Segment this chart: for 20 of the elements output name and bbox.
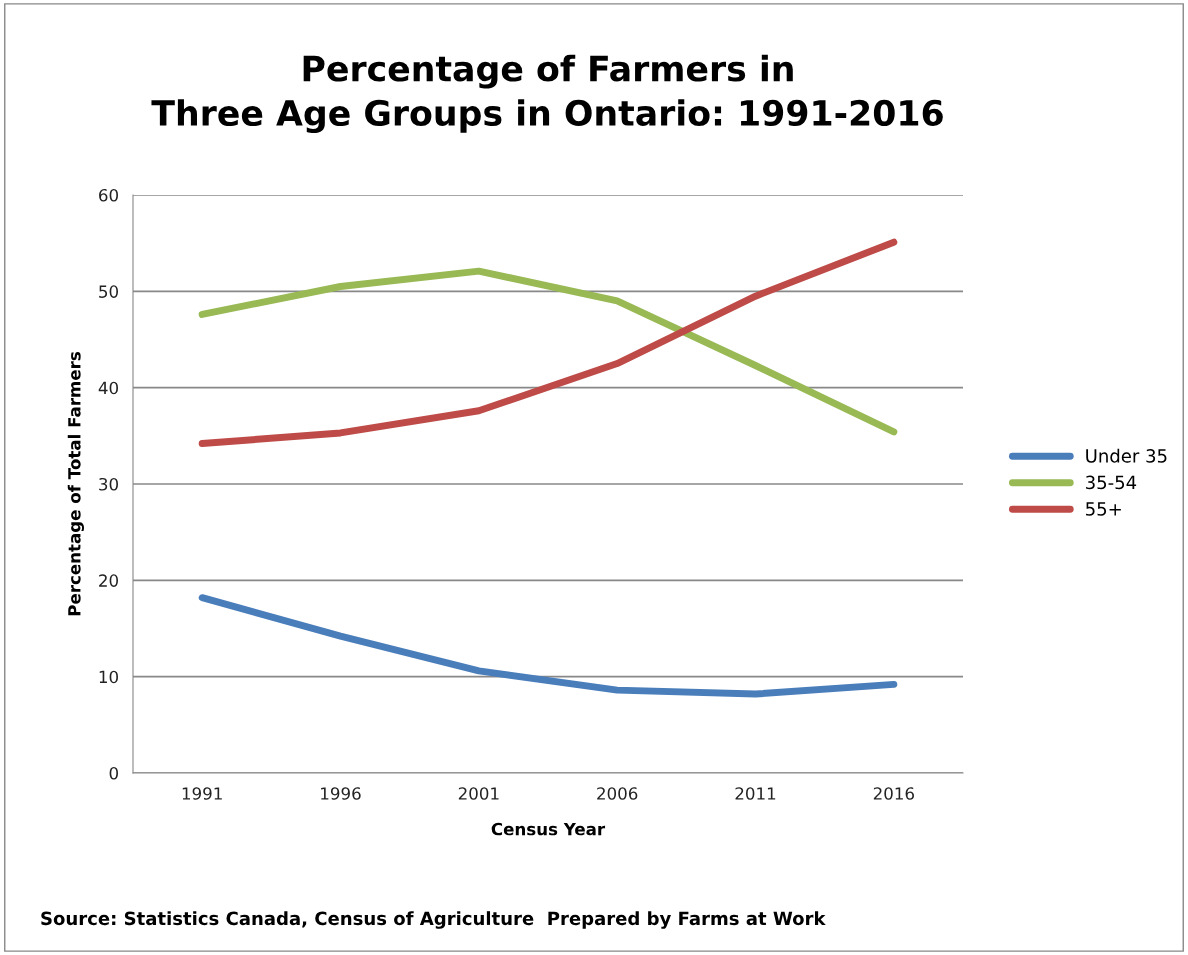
y-tick-label: 0 <box>109 766 118 780</box>
x-tick-label: 2016 <box>873 787 914 800</box>
y-tick-label: 50 <box>99 285 118 298</box>
legend-label: Under 35 <box>1086 448 1167 463</box>
y-tick-label: 40 <box>98 381 118 395</box>
legend-label: 35-54 <box>1086 475 1137 490</box>
y-axis-title: Percentage of Total Farmers <box>67 352 85 616</box>
chart-title: Percentage of Farmers in Three Age Groups in Ontario: 1991-2016 <box>151 54 943 134</box>
y-tick-label: 20 <box>99 574 118 587</box>
x-axis-title: Census Year <box>491 822 606 836</box>
x-tick-label: 1996 <box>321 787 361 800</box>
x-tick-label: 2001 <box>458 787 499 800</box>
y-tick-label: 30 <box>99 477 118 491</box>
source-note: Source: Statistics Canada, Census of Agriculture Prepared by Farms at Work <box>41 911 826 929</box>
x-tick-label: 2011 <box>735 787 776 800</box>
legend-label: 55+ <box>1086 502 1121 516</box>
y-tick-label: 60 <box>99 188 118 202</box>
x-tick-label: 2006 <box>597 787 638 800</box>
x-tick-label: 1991 <box>182 787 222 800</box>
y-tick-label: 10 <box>99 670 118 684</box>
